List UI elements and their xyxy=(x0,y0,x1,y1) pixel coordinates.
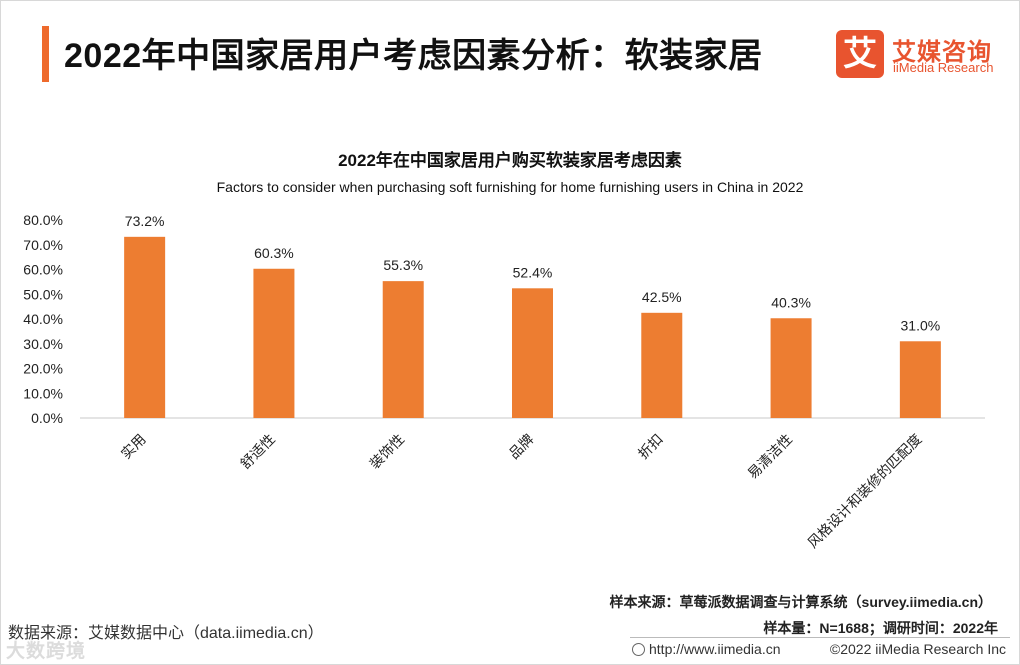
watermark: 大数跨境 xyxy=(6,641,87,662)
bar xyxy=(512,288,553,418)
logo-english-text: iiMedia Research xyxy=(893,60,994,75)
y-tick-label: 60.0% xyxy=(23,262,63,278)
iimedia-logo: 艾 艾媒咨询 iiMedia Research xyxy=(836,30,1006,80)
bar xyxy=(382,281,424,418)
y-tick-label: 50.0% xyxy=(23,286,63,302)
bar xyxy=(770,318,812,418)
footer-divider xyxy=(630,637,1010,638)
y-tick-label: 40.0% xyxy=(23,311,63,327)
data-label: 55.3% xyxy=(383,257,423,273)
y-tick-label: 80.0% xyxy=(23,212,63,228)
title-accent-bar xyxy=(42,26,49,82)
bar xyxy=(899,341,941,418)
x-tick-label: 折扣 xyxy=(636,432,667,463)
globe-icon xyxy=(632,643,645,656)
y-tick-label: 30.0% xyxy=(23,336,63,352)
copyright: ©2022 iiMedia Research Inc xyxy=(829,641,1006,657)
y-tick-label: 10.0% xyxy=(23,385,63,401)
chart-title: 2022年在中国家居用户购买软装家居考虑因素 xyxy=(338,151,682,170)
logo-mark: 艾 xyxy=(836,30,884,78)
y-tick-label: 20.0% xyxy=(23,361,63,377)
sample-source: 样本来源：草莓派数据调查与计算系统（survey.iimedia.cn） xyxy=(609,594,992,610)
y-tick-label: 0.0% xyxy=(31,410,63,426)
data-label: 42.5% xyxy=(642,289,682,305)
x-tick-label: 装饰性 xyxy=(367,432,408,473)
y-tick-label: 70.0% xyxy=(23,237,63,253)
chart-subtitle: Factors to consider when purchasing soft… xyxy=(216,179,804,195)
x-tick-label: 风格设计和装修的匹配度 xyxy=(805,432,925,552)
bar-chart: 0.0% 10.0% 20.0% 30.0% 40.0% 50.0% 60.0% 70.0% 8… xyxy=(23,212,985,552)
bar xyxy=(641,312,683,418)
data-label: 31.0% xyxy=(901,317,941,333)
bar xyxy=(253,268,295,418)
x-tick-label: 舒适性 xyxy=(238,432,279,473)
data-source: 数据来源：艾媒数据中心（data.iimedia.cn） xyxy=(8,625,324,642)
data-label: 52.4% xyxy=(513,264,553,280)
data-label: 73.2% xyxy=(125,213,165,229)
logo-chinese-text: 艾媒咨询 xyxy=(892,39,992,66)
x-tick-label: 品牌 xyxy=(506,431,538,463)
bar xyxy=(124,236,166,418)
data-label: 40.3% xyxy=(771,294,811,310)
data-label: 60.3% xyxy=(254,245,294,261)
sample-size: 样本量：N=1688；调研时间：2022年 xyxy=(763,620,998,636)
website-link[interactable]: http://www.iimedia.cn xyxy=(632,641,781,657)
x-tick-label: 实用 xyxy=(118,432,149,463)
website-url: http://www.iimedia.cn xyxy=(649,641,781,657)
x-tick-label: 易清洁性 xyxy=(745,432,796,483)
page-title: 2022年中国家居用户考虑因素分析：软装家居 xyxy=(64,37,763,75)
